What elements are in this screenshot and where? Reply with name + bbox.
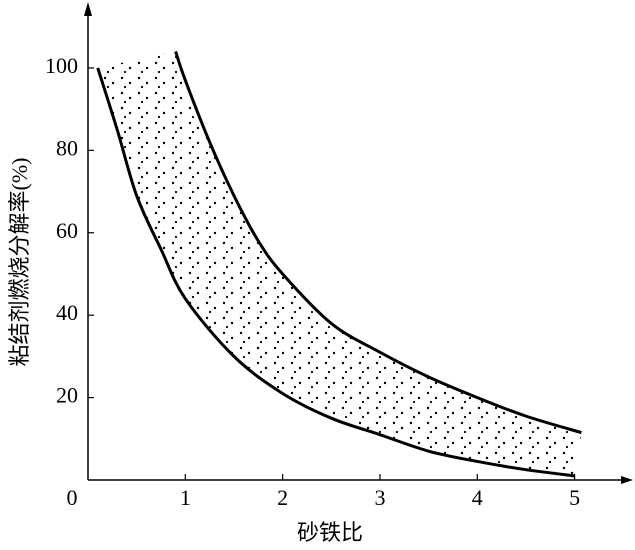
y-tick-label: 60 [56,218,78,243]
x-axis-arrow [621,476,633,484]
dotted-band [97,51,582,476]
y-tick-label: 20 [56,383,78,408]
y-tick-label: 80 [56,135,78,160]
x-tick-label: 1 [180,485,191,510]
x-tick-label: 2 [277,485,288,510]
y-tick-label: 100 [45,53,78,78]
y-tick-label: 40 [56,300,78,325]
x-tick-label: 4 [472,485,483,510]
curve [96,67,575,478]
x-axis-label: 砂铁比 [297,520,363,545]
curve [174,50,582,435]
x-tick-label: 3 [374,485,385,510]
x-tick-label: 0 [67,485,78,510]
y-axis-arrow [84,2,92,16]
x-tick-label: 5 [569,485,580,510]
y-axis-label: 粘结剂燃烧分解率(%) [7,158,32,367]
